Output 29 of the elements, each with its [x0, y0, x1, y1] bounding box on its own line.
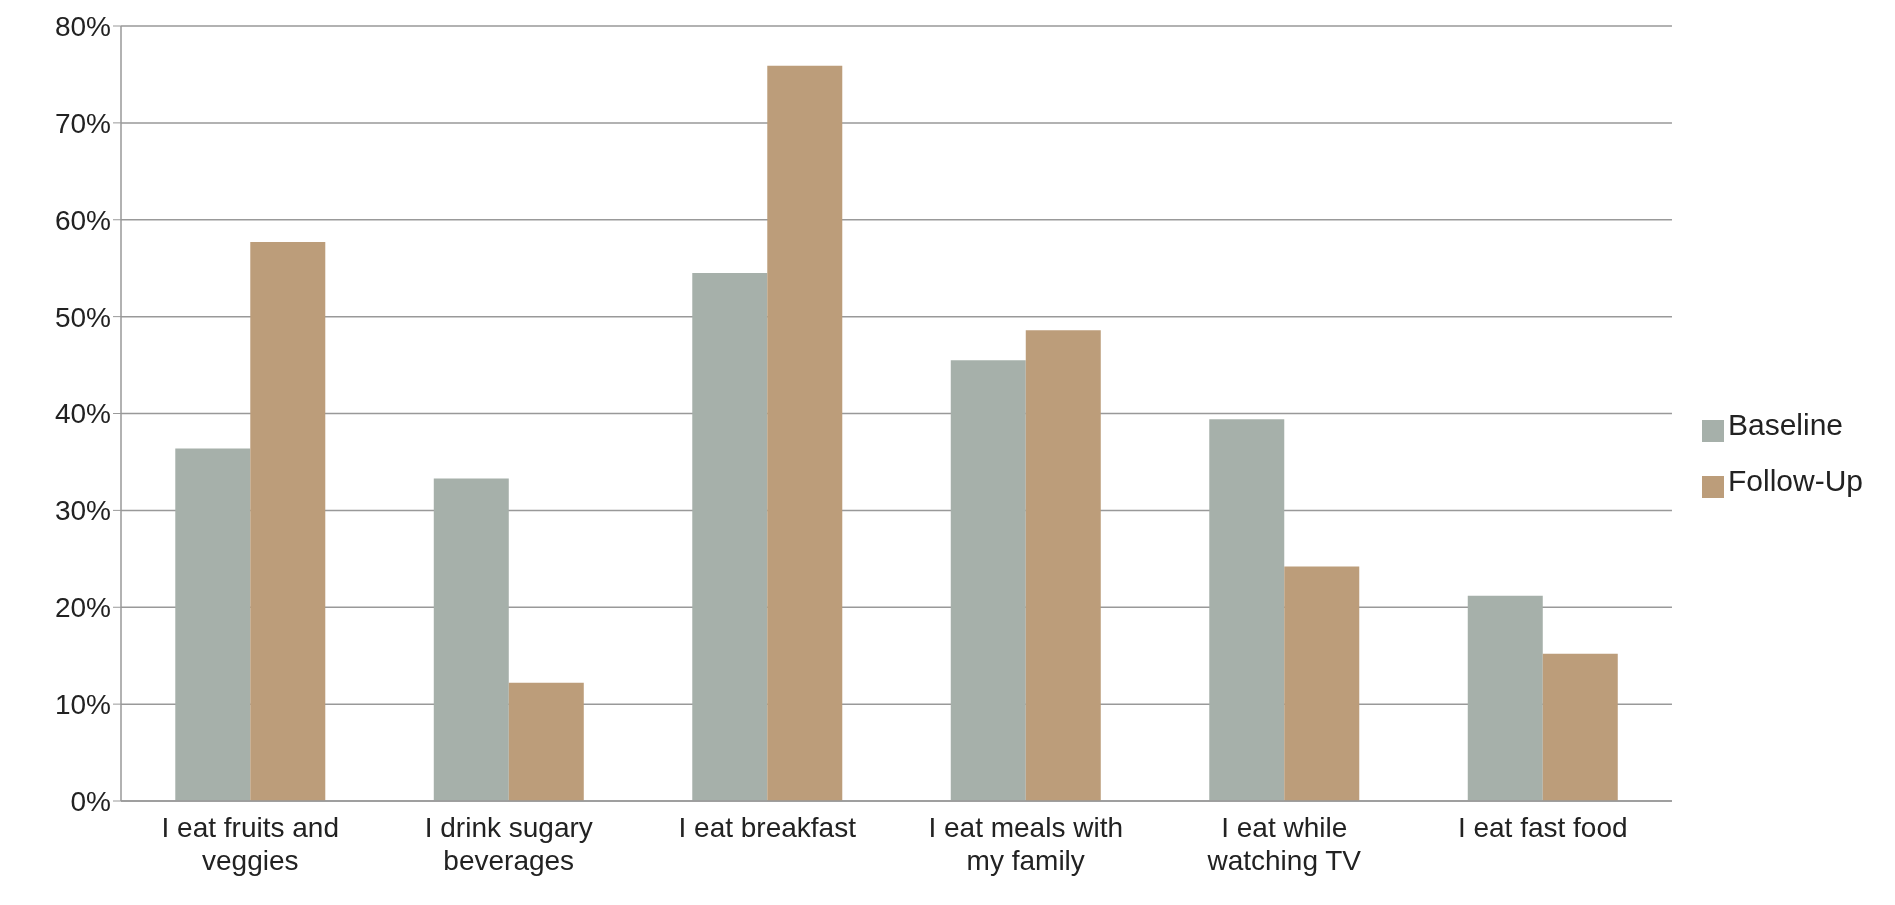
x-tick-label: I eat fruits and veggies	[161, 812, 339, 876]
bar	[1542, 653, 1618, 801]
x-tick-label: I eat meals with my family	[928, 812, 1123, 876]
bar	[250, 242, 326, 801]
y-tick-label: 0%	[70, 785, 111, 817]
bar	[1284, 566, 1360, 801]
y-tick-label: 50%	[54, 301, 111, 333]
bar	[692, 273, 768, 801]
x-tick-label: I drink sugary beverages	[424, 812, 593, 876]
y-tick-label: 20%	[54, 592, 111, 624]
bar	[1209, 419, 1285, 801]
x-tick-label: I eat while watching TV	[1206, 812, 1362, 876]
y-tick-label: 10%	[54, 689, 111, 721]
bar	[950, 360, 1026, 801]
bar	[508, 682, 584, 801]
bar	[1025, 330, 1101, 801]
y-tick-label: 60%	[54, 204, 111, 236]
x-tick-label: I eat breakfast	[678, 812, 857, 843]
y-tick-label: 40%	[54, 398, 111, 430]
bar	[175, 448, 251, 801]
y-tick-label: 30%	[54, 495, 111, 527]
x-tick-label: I eat fast food	[1457, 812, 1628, 843]
bar	[433, 478, 509, 801]
bar	[1467, 595, 1543, 801]
legend-label: Follow-Up	[1727, 464, 1863, 497]
y-tick-label: 70%	[54, 107, 111, 139]
y-tick-label: 80%	[54, 10, 111, 42]
bar	[767, 65, 843, 801]
legend-label: Baseline	[1727, 408, 1844, 441]
